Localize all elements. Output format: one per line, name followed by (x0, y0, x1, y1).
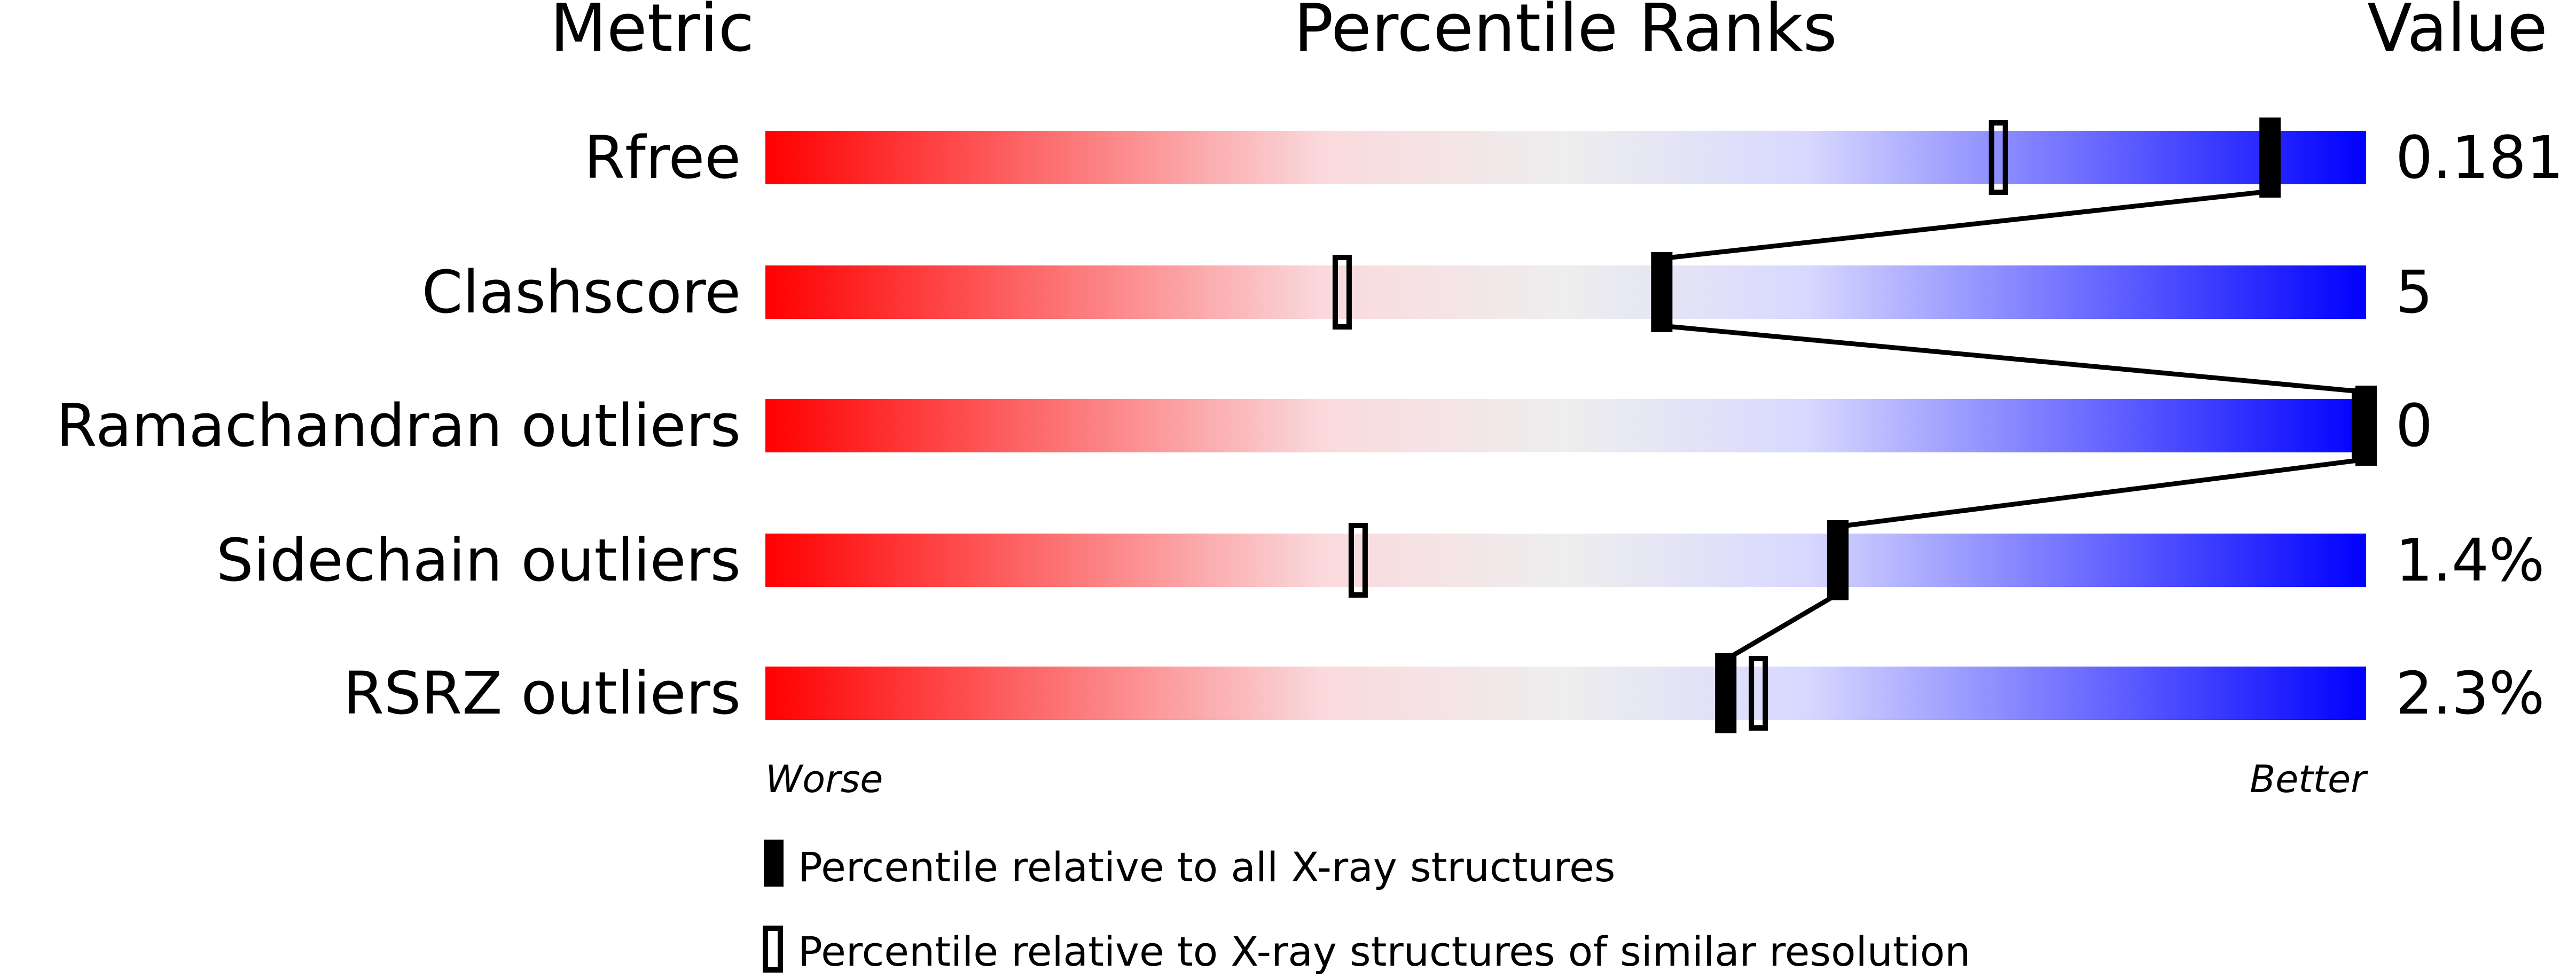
marker-similar (1988, 120, 2008, 195)
markers (1332, 118, 2377, 733)
connector-line (1837, 457, 2367, 529)
marker-similar (1749, 656, 1768, 731)
connector-line (1661, 323, 2367, 395)
metric-label: Rfree (584, 123, 741, 192)
worse-label: Worse (765, 757, 883, 801)
marker-all (1827, 520, 1849, 600)
marker-all (1715, 653, 1737, 733)
percentile-bar (765, 667, 2366, 720)
legend-similar-label: Percentile relative to X-ray structures … (798, 928, 1970, 975)
metric-value: 5 (2395, 258, 2433, 326)
connector-lines (1661, 189, 2367, 662)
percentile-bar (765, 131, 2366, 184)
metric-label: Sidechain outliers (216, 526, 741, 594)
metric-rows: Rfree 0.181 Clashscore 5 Ramachandran outlie… (56, 123, 2564, 727)
percentile-bar (765, 399, 2366, 452)
metric-label: RSRZ outliers (343, 659, 741, 727)
percentile-bar (765, 265, 2366, 319)
metric-label: Clashscore (422, 258, 741, 326)
header-metric: Metric (550, 0, 754, 67)
connector-line (1724, 592, 1839, 662)
marker-similar (1348, 523, 1368, 598)
metric-value: 2.3% (2395, 659, 2544, 727)
header-percentile-ranks: Percentile Ranks (1294, 0, 1837, 67)
metric-value: 0.181 (2395, 123, 2564, 192)
metric-label: Ramachandran outliers (56, 391, 741, 460)
marker-similar (1332, 255, 1352, 330)
connector-line (1661, 189, 2270, 261)
metric-value: 1.4% (2395, 526, 2544, 594)
percentile-bar (765, 534, 2366, 587)
better-label: Better (2250, 757, 2368, 801)
header-value: Value (2367, 0, 2548, 67)
marker-all (1651, 252, 1673, 332)
legend-filled-marker (764, 840, 784, 887)
metric-value: 0 (2395, 391, 2433, 460)
marker-similar (2352, 388, 2371, 463)
marker-all (2259, 118, 2281, 198)
legend-open-marker (763, 926, 783, 973)
legend-all-label: Percentile relative to all X-ray structu… (798, 843, 1616, 891)
